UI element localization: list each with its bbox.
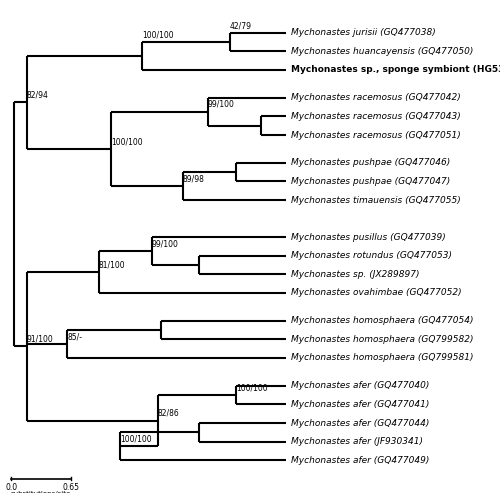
Text: 100/100: 100/100 [142,30,174,39]
Text: Mychonastes racemosus (GQ477051): Mychonastes racemosus (GQ477051) [290,131,460,140]
Text: 91/100: 91/100 [27,335,54,344]
Text: Mychonastes pusillus (GQ477039): Mychonastes pusillus (GQ477039) [290,233,446,242]
Text: Mychonastes homosphaera (GQ477054): Mychonastes homosphaera (GQ477054) [290,317,473,325]
Text: Mychonastes huancayensis (GQ477050): Mychonastes huancayensis (GQ477050) [290,47,473,56]
Text: 0.0: 0.0 [5,484,18,493]
Text: Mychonastes sp., sponge symbiont (HG532016): Mychonastes sp., sponge symbiont (HG5320… [290,66,500,74]
Text: 100/100: 100/100 [120,434,152,444]
Text: Mychonastes afer (JF930341): Mychonastes afer (JF930341) [290,437,422,446]
Text: substitutions/site: substitutions/site [11,491,71,493]
Text: Mychonastes sp. (JX289897): Mychonastes sp. (JX289897) [290,270,419,279]
Text: 100/100: 100/100 [236,384,268,392]
Text: Mychonastes racemosus (GQ477042): Mychonastes racemosus (GQ477042) [290,93,460,103]
Text: 100/100: 100/100 [111,137,142,146]
Text: 89/98: 89/98 [183,175,205,183]
Text: Mychonastes rotundus (GQ477053): Mychonastes rotundus (GQ477053) [290,251,452,260]
Text: 42/79: 42/79 [230,21,252,30]
Text: Mychonastes afer (GQ477049): Mychonastes afer (GQ477049) [290,456,429,465]
Text: 99/100: 99/100 [152,240,178,248]
Text: 82/86: 82/86 [158,409,180,418]
Text: 81/100: 81/100 [98,260,126,269]
Text: 99/100: 99/100 [208,100,234,109]
Text: Mychonastes afer (GQ477041): Mychonastes afer (GQ477041) [290,400,429,409]
Text: 82/94: 82/94 [27,91,48,100]
Text: Mychonastes afer (GQ477040): Mychonastes afer (GQ477040) [290,382,429,390]
Text: Mychonastes homosphaera (GQ799581): Mychonastes homosphaera (GQ799581) [290,353,473,362]
Text: Mychonastes racemosus (GQ477043): Mychonastes racemosus (GQ477043) [290,112,460,121]
Text: Mychonastes timauensis (GQ477055): Mychonastes timauensis (GQ477055) [290,196,460,205]
Text: Mychonastes homosphaera (GQ799582): Mychonastes homosphaera (GQ799582) [290,335,473,344]
Text: 0.65: 0.65 [62,484,79,493]
Text: Mychonastes ovahimbae (GQ477052): Mychonastes ovahimbae (GQ477052) [290,288,461,297]
Text: Mychonastes pushpae (GQ477047): Mychonastes pushpae (GQ477047) [290,177,450,186]
Text: 85/-: 85/- [68,332,82,341]
Text: Mychonastes afer (GQ477044): Mychonastes afer (GQ477044) [290,419,429,427]
Text: Mychonastes jurisii (GQ477038): Mychonastes jurisii (GQ477038) [290,28,436,37]
Text: Mychonastes pushpae (GQ477046): Mychonastes pushpae (GQ477046) [290,158,450,168]
